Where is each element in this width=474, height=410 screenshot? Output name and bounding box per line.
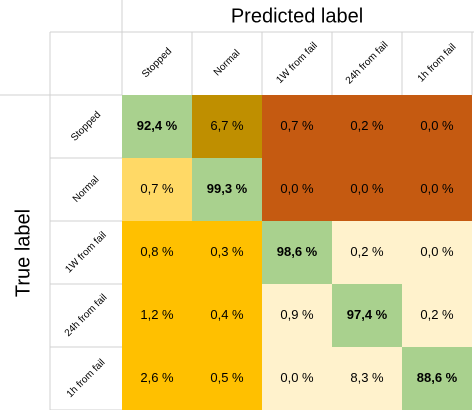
x-tick-label: Normal xyxy=(212,48,243,79)
cell-label: 0,7 % xyxy=(280,118,314,133)
cell-label: 2,6 % xyxy=(140,370,174,385)
cell-label: 0,0 % xyxy=(420,181,454,196)
cell-label: 0,2 % xyxy=(350,118,384,133)
cell-label: 97,4 % xyxy=(347,307,388,322)
x-axis-title: Predicted label xyxy=(231,5,363,27)
cell-label: 0,0 % xyxy=(280,370,314,385)
heatmap-cell xyxy=(122,221,192,284)
cell-label: 0,7 % xyxy=(140,181,174,196)
y-tick-label: 1W from fail xyxy=(63,230,108,275)
y-tick-label: 1h from fail xyxy=(65,357,108,400)
heatmap-cell xyxy=(402,347,472,410)
cell-label: 8,3 % xyxy=(350,370,384,385)
heatmap-cell xyxy=(192,284,262,347)
cell-label: 1,2 % xyxy=(140,307,174,322)
heatmap-cell xyxy=(332,347,402,410)
heatmap-cell xyxy=(262,347,332,410)
cell-label: 98,6 % xyxy=(277,244,318,259)
y-tick-label: Normal xyxy=(71,174,102,205)
cell-label: 0,4 % xyxy=(210,307,244,322)
cell-label: 0,0 % xyxy=(350,181,384,196)
cell-label: 0,0 % xyxy=(420,244,454,259)
heatmap-cell xyxy=(262,221,332,284)
heatmap-cell xyxy=(262,95,332,158)
x-tick-label: 1W from fail xyxy=(274,40,319,85)
heatmap-cell xyxy=(332,158,402,221)
cell-label: 6,7 % xyxy=(210,118,244,133)
cell-label: 0,3 % xyxy=(210,244,244,259)
cell-label: 0,2 % xyxy=(350,244,384,259)
cell-label: 88,6 % xyxy=(417,370,458,385)
heatmap-cell xyxy=(192,158,262,221)
x-tick-label: 24h from fail xyxy=(344,40,391,87)
cell-label: 92,4 % xyxy=(137,118,178,133)
heatmap-cell xyxy=(262,158,332,221)
heatmap-cell xyxy=(402,221,472,284)
cell-label: 0,2 % xyxy=(420,307,454,322)
heatmap-cell xyxy=(122,347,192,410)
cell-label: 0,9 % xyxy=(280,307,314,322)
heatmap-cell xyxy=(332,284,402,347)
heatmap-cell xyxy=(332,221,402,284)
cell-label: 0,8 % xyxy=(140,244,174,259)
heatmap-cell xyxy=(192,221,262,284)
heatmap-cell xyxy=(402,158,472,221)
heatmap-cell xyxy=(332,95,402,158)
cell-label: 99,3 % xyxy=(207,181,248,196)
heatmap-cell xyxy=(402,95,472,158)
y-tick-label: 24h from fail xyxy=(63,292,110,339)
cell-label: 0,0 % xyxy=(280,181,314,196)
x-tick-label: Stopped xyxy=(140,46,174,80)
y-tick-label: Stopped xyxy=(69,110,103,144)
heatmap-cell xyxy=(262,284,332,347)
heatmap-cell xyxy=(402,284,472,347)
cell-label: 0,5 % xyxy=(210,370,244,385)
y-axis-title: True label xyxy=(12,209,34,297)
heatmap-cell xyxy=(192,347,262,410)
heatmap-cell xyxy=(122,95,192,158)
x-tick-label: 1h from fail xyxy=(416,42,459,85)
cell-label: 0,0 % xyxy=(420,118,454,133)
heatmap-cell xyxy=(122,158,192,221)
heatmap-cell xyxy=(192,95,262,158)
heatmap-cell xyxy=(122,284,192,347)
